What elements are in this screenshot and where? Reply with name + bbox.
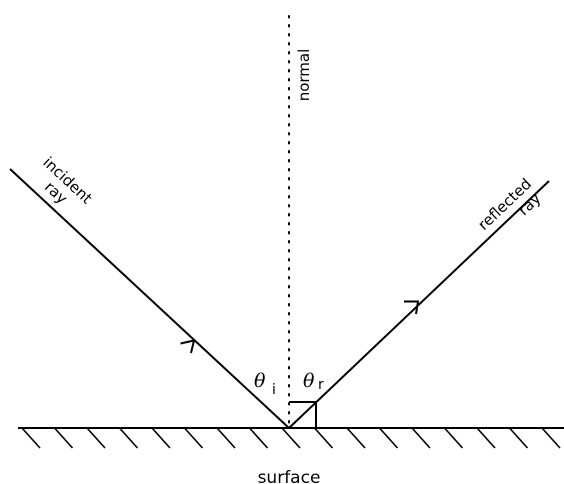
hatch-mark: [21, 427, 41, 449]
incident-ray: [9, 168, 290, 429]
theta-i-subscript: i: [272, 382, 276, 398]
hatch-mark: [346, 427, 366, 449]
normal-label: normal: [295, 49, 313, 102]
incident-label-line1: incident: [39, 153, 95, 207]
hatch-mark: [443, 427, 464, 449]
hatch-mark: [476, 427, 496, 449]
reflected-ray-label: reflected ray: [474, 175, 544, 234]
reflected-arrowhead: [404, 300, 420, 315]
hatch-mark: [508, 427, 529, 449]
hatch-mark: [248, 427, 269, 449]
reflected-ray: [288, 180, 550, 429]
hatch-mark: [281, 427, 301, 449]
hatch-mark: [378, 427, 399, 449]
hatch-mark: [151, 427, 171, 449]
theta-i-symbol: θ: [254, 370, 266, 392]
hatch-mark: [183, 427, 204, 449]
hatch-mark: [541, 427, 561, 449]
surface-label: surface: [258, 468, 321, 484]
theta-r-symbol: θ: [303, 370, 315, 392]
right-angle-marker: [289, 401, 317, 428]
incident-ray-label: incident ray: [39, 153, 95, 207]
theta-r-subscript: r: [318, 377, 324, 393]
hatch-mark: [216, 427, 236, 449]
hatch-mark: [118, 427, 139, 449]
hatch-mark: [53, 427, 74, 449]
surface-hatching: [21, 427, 561, 449]
hatch-mark: [411, 427, 431, 449]
incident-arrowhead: [180, 339, 196, 354]
hatch-mark: [313, 427, 334, 449]
hatch-mark: [86, 427, 106, 449]
